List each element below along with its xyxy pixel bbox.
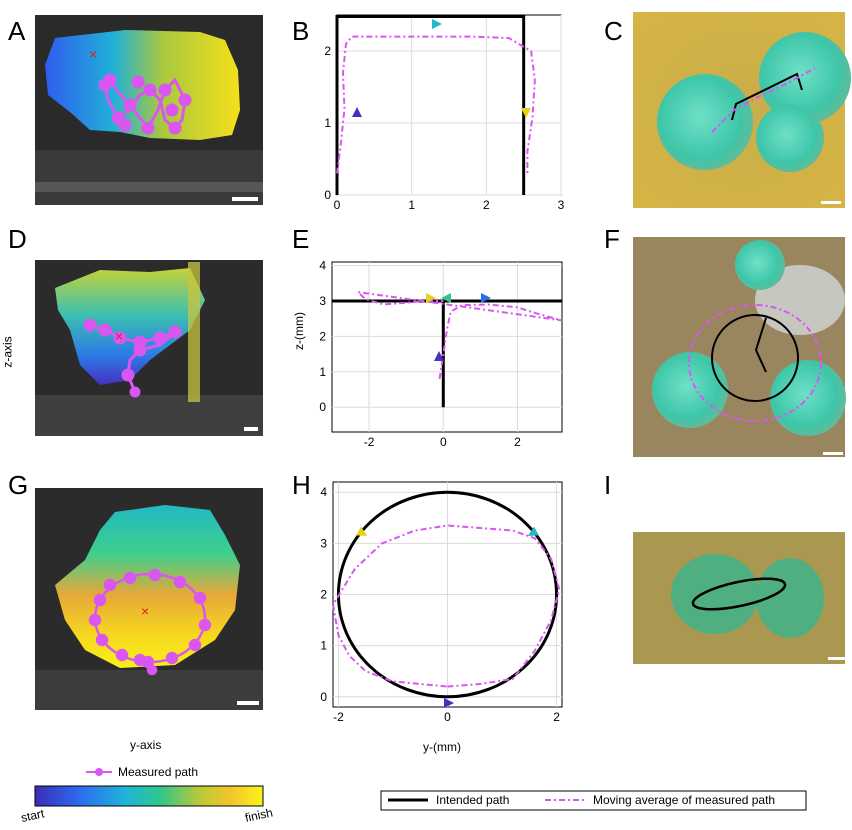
chart-e-frame	[331, 261, 563, 433]
moving-average-legend-label: Moving average of measured path	[593, 793, 775, 807]
chart-b-xtick-label: 1	[408, 198, 415, 212]
chart-e: -2 0 2 0 1 2 3 4	[319, 259, 563, 449]
chart-e-ytick-label: 3	[319, 294, 326, 308]
panel-label-i: I	[604, 470, 612, 500]
sphere-i1	[671, 554, 759, 634]
chart-e-xtick-label: 2	[514, 435, 521, 449]
arrow-marker-b1	[352, 107, 362, 117]
arrow-marker-b3	[521, 108, 531, 118]
cross-marker-a: ×	[89, 46, 97, 62]
scale-bar-i	[828, 657, 848, 660]
chart-h-xtick-label: -2	[333, 710, 344, 724]
intended-path-c	[731, 72, 803, 121]
chart-e-ytick-label: 2	[319, 329, 326, 343]
chart-b-ytick-label: 1	[324, 116, 331, 130]
chart-b-ytick-label: 2	[324, 44, 331, 58]
panel-label-b: B	[292, 16, 310, 46]
chart-e-ytick-label: 0	[319, 400, 326, 414]
chart-b-xtick-label: 3	[558, 198, 565, 212]
chart-h-ytick-label: 2	[320, 588, 327, 602]
chart-h: -2 0 2 0 1 2 3 4	[320, 481, 563, 724]
scale-bar-c	[821, 201, 841, 204]
chart-h-ytick-label: 0	[320, 690, 327, 704]
panel-label-c: C	[604, 16, 623, 46]
chart-e-ytick-label: 1	[319, 365, 326, 379]
scale-bar-g	[237, 701, 259, 705]
measured-path-c	[711, 67, 816, 133]
intended-path-legend-label: Intended path	[436, 793, 509, 807]
colorbar-finish-label: finish	[244, 805, 274, 825]
colorbar-start-label: start	[20, 806, 46, 825]
intended-path-i	[691, 577, 787, 611]
chart-h-ytick-label: 1	[320, 639, 327, 653]
paths-legend: Intended path Moving average of measured…	[380, 790, 807, 811]
chart-h-moving-average	[331, 524, 561, 688]
chart-b: 0 1 2 3 0 1 2	[324, 14, 565, 212]
chart-e-ytick-label: 4	[319, 259, 326, 273]
y-axis-label: y-axis	[130, 738, 162, 752]
arrow-marker-h1	[444, 698, 454, 708]
measured-path-d	[83, 318, 182, 398]
chart-b-xtick-label: 2	[483, 198, 490, 212]
arrow-marker-e4	[426, 293, 436, 303]
panel-c-photo	[633, 12, 851, 208]
chart-h-xlabel: y-(mm)	[423, 740, 461, 754]
scale-bar-f	[823, 452, 843, 455]
panel-label-g: G	[8, 470, 29, 500]
panel-label-d: D	[8, 224, 27, 254]
chart-e-moving-average	[355, 290, 563, 380]
chart-h-xtick-label: 0	[444, 710, 451, 724]
panel-label-a: A	[8, 16, 26, 46]
measured-path-legend: Measured path	[86, 765, 198, 779]
measured-path-g	[88, 568, 212, 676]
arrow-marker-e1	[434, 351, 444, 361]
scale-bar-a	[232, 197, 258, 201]
panel-label-h: H	[292, 470, 311, 500]
chart-b-xtick-label: 0	[334, 198, 341, 212]
arrow-marker-h2	[527, 526, 539, 536]
sphere-c1	[657, 74, 753, 170]
arrow-marker-b2	[432, 19, 442, 29]
panel-g-image: ×	[35, 488, 263, 710]
panel-d-image: ×	[35, 260, 263, 436]
chart-b-intended-path	[335, 14, 526, 195]
measured-path-f	[688, 304, 822, 422]
cross-marker-d: ×	[115, 328, 123, 344]
arrow-marker-h3	[356, 526, 368, 536]
chart-h-xtick-label: 2	[553, 710, 560, 724]
chart-e-xtick-label: -2	[364, 435, 375, 449]
sphere-f1	[735, 240, 785, 290]
sphere-f2	[652, 352, 728, 428]
panel-i-photo	[633, 532, 848, 664]
measured-path-a	[98, 73, 192, 135]
scale-bar-d	[244, 427, 258, 431]
chart-h-ytick-label: 3	[320, 536, 327, 550]
measured-path-legend-label: Measured path	[118, 765, 198, 779]
chart-b-moving-average	[336, 35, 536, 174]
sphere-c3	[756, 104, 824, 172]
chart-b-ytick-label: 0	[324, 188, 331, 202]
chart-h-ytick-label: 4	[320, 485, 327, 499]
chart-e-ylabel: z-(mm)	[292, 312, 306, 350]
cross-marker-g: ×	[141, 603, 149, 619]
panel-label-f: F	[604, 224, 620, 254]
colorbar: start finish	[20, 785, 274, 825]
intended-path-f	[711, 314, 799, 402]
sphere-c2	[759, 32, 851, 124]
panel-f-photo	[633, 237, 846, 457]
panel-a-image: ×	[35, 15, 263, 205]
arrow-marker-e2	[441, 293, 451, 303]
chart-e-xtick-label: 0	[440, 435, 447, 449]
arrow-marker-e3	[481, 293, 491, 303]
panel-label-e: E	[292, 224, 310, 254]
